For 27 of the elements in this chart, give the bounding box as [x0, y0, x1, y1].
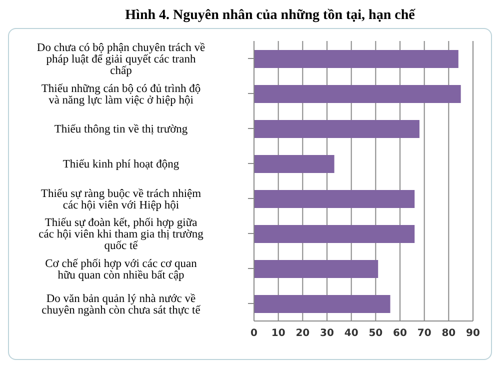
- bar: [254, 295, 390, 313]
- chart-title: Hình 4. Nguyên nhân của những tồn tại, hạn chế: [124, 8, 416, 24]
- x-tick-label: 30: [320, 328, 334, 340]
- x-tick-label: 0: [250, 328, 258, 340]
- y-tick-label: Thiếu những cán bộ có đủ trình độ và năng lực làm việc ở hiệp hội: [41, 82, 201, 106]
- x-tick-label: 40: [344, 328, 358, 340]
- bar: [254, 85, 461, 103]
- y-tick-label: Thiếu sự ràng buộc về trách nhiệm các hội viên với Hiệp hội: [40, 188, 202, 212]
- y-tick-label: Thiếu kinh phí hoạt động: [62, 158, 180, 171]
- x-tick-label: 10: [271, 328, 286, 340]
- x-tick-label: 20: [296, 328, 310, 340]
- bar: [254, 260, 378, 278]
- bar: [254, 50, 458, 68]
- x-tick-label: 70: [417, 328, 432, 340]
- x-tick-label: 80: [442, 328, 456, 340]
- y-tick-label: Thiếu thông tin về thị trường: [54, 124, 188, 136]
- bar: [254, 190, 415, 208]
- y-tick-label: Do văn bản quản lý nhà nước về chuyên ngành còn chưa sát thực tế: [42, 292, 202, 316]
- x-tick-label: 60: [393, 328, 407, 340]
- y-tick-label: Do chưa có bộ phận chuyên trách về pháp luật để giải quyết các tranh chấp: [36, 42, 206, 78]
- y-tick-label: Thiếu sự đoàn kết, phối hợp giữa các hội viên khi tham gia thị trường quốc tế: [38, 217, 204, 252]
- y-tick-label: Cơ chế phối hợp với các cơ quan hữu quan còn nhiều bất cập: [45, 258, 198, 282]
- bar: [254, 155, 334, 173]
- bar: [254, 225, 415, 243]
- bar: [254, 120, 420, 138]
- x-tick-label: 90: [466, 328, 480, 340]
- x-tick-label: 50: [368, 328, 383, 340]
